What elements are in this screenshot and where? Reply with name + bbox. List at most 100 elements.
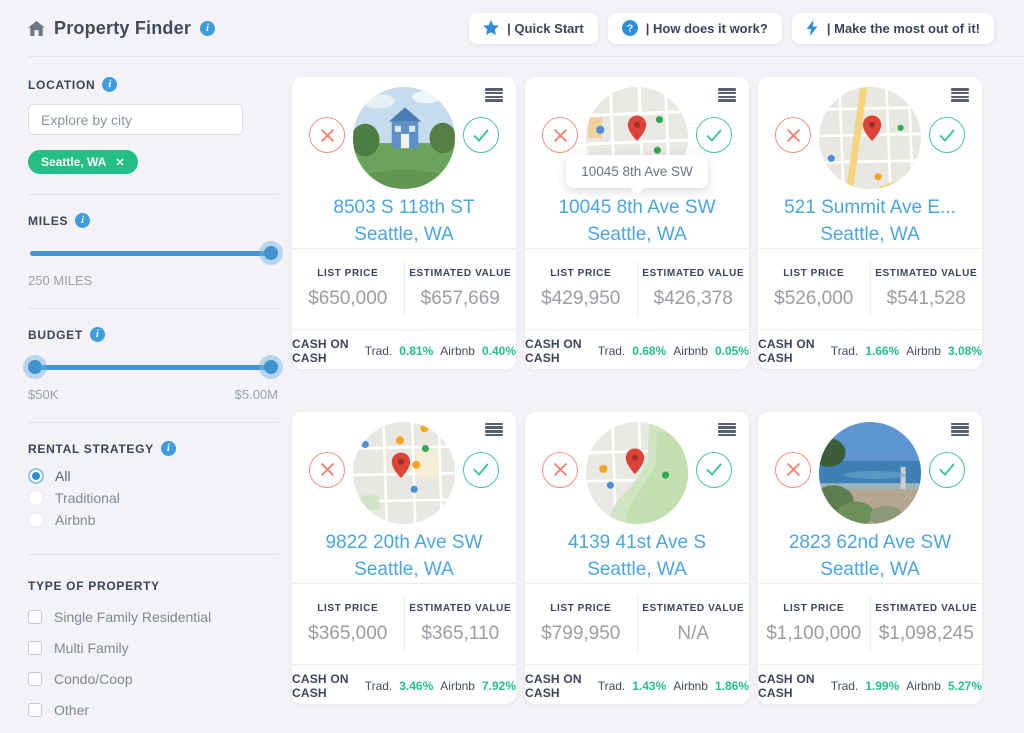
trad-label: Trad. [597, 678, 626, 693]
location-info-icon[interactable]: i [102, 77, 118, 92]
estimated-value: $365,110 [421, 622, 500, 644]
checkbox-label: Other [54, 702, 90, 718]
radio-icon[interactable] [28, 512, 44, 528]
rental-strategy-info-icon[interactable]: i [160, 441, 176, 456]
property-city-link[interactable]: Seattle, WA [820, 224, 920, 245]
airbnb-label: Airbnb [673, 344, 708, 358]
card-menu-icon[interactable] [718, 422, 736, 437]
svg-text:?: ? [627, 24, 633, 35]
reject-property-button[interactable] [542, 451, 578, 488]
budget-min-value: $50K [28, 387, 59, 402]
property-address-link[interactable]: 2823 62nd Ave SW [788, 531, 952, 553]
property-type-option-other[interactable]: Other [28, 702, 278, 718]
property-photo[interactable] [819, 421, 921, 524]
quick-start-button[interactable]: | Quick Start [469, 12, 598, 44]
estimated-value-label: ESTIMATED VALUE [409, 602, 512, 614]
rental-strategy-option-traditional[interactable]: Traditional [28, 490, 278, 506]
card-menu-icon[interactable] [951, 422, 969, 437]
accept-property-button[interactable] [929, 117, 965, 153]
remove-tag-icon[interactable]: ✕ [115, 156, 125, 169]
accept-property-button[interactable] [696, 117, 732, 153]
property-city-link[interactable]: Seattle, WA [354, 224, 454, 245]
reject-property-button[interactable] [309, 117, 345, 153]
reject-property-button[interactable] [309, 451, 345, 488]
property-city-link[interactable]: Seattle, WA [820, 558, 920, 580]
property-address-link[interactable]: 521 Summit Ave E... [784, 197, 956, 218]
card-menu-icon[interactable] [718, 88, 736, 102]
list-price-label: LIST PRICE [783, 268, 845, 279]
card-menu-icon[interactable] [485, 88, 503, 102]
budget-slider[interactable] [28, 356, 278, 378]
make-most-label: | Make the most out of it! [826, 20, 980, 36]
how-it-works-button[interactable]: ? | How does it work? [607, 12, 782, 44]
property-city-link[interactable]: Seattle, WA [587, 558, 687, 580]
reject-property-button[interactable] [775, 117, 811, 153]
city-search-input[interactable] [28, 104, 243, 135]
list-price-value: $799,950 [541, 622, 621, 644]
miles-info-icon[interactable]: i [75, 213, 91, 228]
accept-property-button[interactable] [696, 451, 732, 488]
checkbox-icon[interactable] [28, 610, 42, 624]
checkbox-icon[interactable] [28, 703, 42, 717]
property-card: 4139 41st Ave S Seattle, WA LIST PRICE $… [525, 411, 749, 704]
property-type-option-condo-coop[interactable]: Condo/Coop [28, 671, 278, 687]
airbnb-coc-value: 0.40% [481, 344, 516, 358]
reject-property-button[interactable] [542, 117, 578, 153]
accept-property-button[interactable] [929, 451, 965, 488]
page-heading: Property Finder i [28, 18, 216, 39]
checkbox-icon[interactable] [28, 641, 42, 655]
miles-label: MILES [28, 213, 69, 228]
property-address-link[interactable]: 4139 41st Ave S [567, 531, 707, 553]
estimated-value-label: ESTIMATED VALUE [409, 268, 512, 279]
checkbox-label: Single Family Residential [54, 609, 212, 625]
miles-slider-track[interactable] [30, 251, 276, 256]
property-map-thumbnail[interactable] [353, 421, 455, 524]
rental-strategy-option-airbnb[interactable]: Airbnb [28, 512, 278, 528]
property-type-option-multi-family[interactable]: Multi Family [28, 640, 278, 656]
property-address-link[interactable]: 10045 8th Ave SW [558, 197, 716, 218]
property-address-link[interactable]: 8503 S 118th ST [333, 197, 475, 218]
divider [28, 194, 278, 195]
budget-info-icon[interactable]: i [89, 327, 105, 342]
budget-slider-min-handle[interactable] [28, 360, 42, 374]
estimated-value-label: ESTIMATED VALUE [875, 268, 978, 279]
radio-icon[interactable] [28, 490, 44, 506]
checkbox-icon[interactable] [28, 672, 42, 686]
make-most-button[interactable]: | Make the most out of it! [791, 12, 994, 44]
radio-label: All [55, 468, 71, 484]
airbnb-coc-value: 1.86% [714, 678, 749, 693]
location-tag[interactable]: Seattle, WA ✕ [28, 150, 138, 174]
rental-strategy-option-all[interactable]: All [28, 468, 278, 484]
trad-coc-value: 0.68% [632, 344, 667, 358]
airbnb-coc-value: 0.05% [714, 344, 749, 358]
property-address-link[interactable]: 9822 20th Ave SW [325, 531, 483, 553]
property-map-thumbnail[interactable] [586, 421, 688, 524]
budget-slider-track[interactable] [30, 365, 276, 370]
card-menu-icon[interactable] [951, 88, 969, 102]
location-tag-label: Seattle, WA [41, 155, 107, 169]
accept-property-button[interactable] [463, 117, 499, 153]
miles-slider[interactable] [30, 242, 278, 264]
list-price-value: $365,000 [308, 622, 388, 644]
radio-icon[interactable] [28, 468, 44, 484]
property-city-link[interactable]: Seattle, WA [354, 558, 454, 580]
list-price-label: LIST PRICE [317, 602, 379, 614]
property-city-link[interactable]: Seattle, WA [587, 224, 687, 245]
budget-slider-max-handle[interactable] [264, 360, 278, 374]
card-menu-icon[interactable] [485, 422, 503, 437]
property-type-option-single-family[interactable]: Single Family Residential [28, 609, 278, 625]
miles-slider-handle[interactable] [264, 246, 278, 260]
property-photo[interactable] [353, 87, 455, 189]
list-price-label: LIST PRICE [783, 602, 845, 614]
property-map-thumbnail[interactable] [819, 87, 921, 189]
accept-property-button[interactable] [463, 451, 499, 488]
reject-property-button[interactable] [775, 451, 811, 488]
property-results-grid: 8503 S 118th ST Seattle, WA LIST PRICE $… [292, 77, 982, 733]
x-icon [786, 128, 800, 142]
estimated-value: $426,378 [653, 288, 733, 309]
estimated-value-label: ESTIMATED VALUE [642, 268, 745, 279]
divider [869, 261, 871, 317]
checkbox-label: Condo/Coop [54, 671, 133, 687]
bolt-icon [806, 20, 818, 36]
info-icon[interactable]: i [200, 20, 216, 36]
